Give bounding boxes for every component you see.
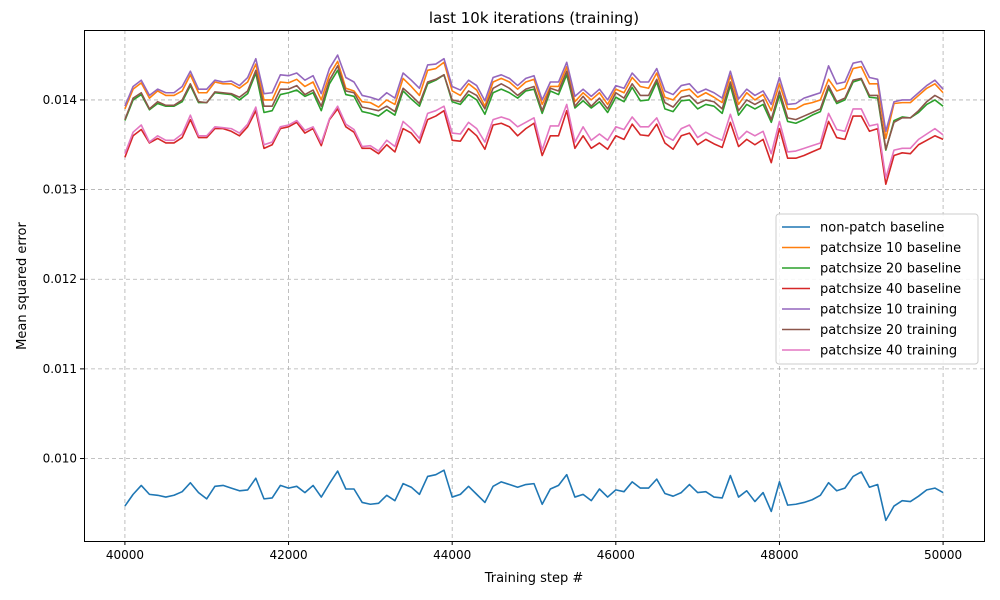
series-line-non-patch-baseline xyxy=(124,469,944,522)
x-tick-label: 44000 xyxy=(433,548,471,562)
legend-label-patchsize-40-training: patchsize 40 training xyxy=(820,344,957,359)
y-tick-label: 0.011 xyxy=(43,362,77,376)
y-tick-label: 0.013 xyxy=(43,183,77,197)
legend-label-patchsize-40-baseline: patchsize 40 baseline xyxy=(820,282,961,297)
series-line-patchsize-20-training xyxy=(124,65,944,151)
series-line-patchsize-20-baseline xyxy=(124,69,944,151)
x-tick-label: 40000 xyxy=(106,548,144,562)
legend-label-patchsize-10-training: patchsize 10 training xyxy=(820,303,957,318)
plot-frame xyxy=(84,30,985,542)
legend-label-patchsize-20-training: patchsize 20 training xyxy=(820,323,957,338)
y-tick-label: 0.014 xyxy=(43,93,77,107)
x-axis: 40000 42000 44000 46000 48000 50000 xyxy=(106,541,962,562)
legend-label-non-patch-baseline: non-patch baseline xyxy=(820,221,944,236)
x-tick-label: 50000 xyxy=(924,548,962,562)
x-tick-label: 46000 xyxy=(597,548,635,562)
legend-box xyxy=(775,213,979,365)
series-line-patchsize-40-training xyxy=(124,103,944,179)
x-axis-label: Training step # xyxy=(484,571,584,586)
x-tick-label: 48000 xyxy=(760,548,798,562)
series-line-patchsize-10-training xyxy=(124,54,944,133)
y-tick-label: 0.010 xyxy=(43,452,77,466)
legend: non-patch baseline patchsize 10 baseline p… xyxy=(775,213,979,365)
series-layer xyxy=(124,54,944,522)
chart-title: last 10k iterations (training) xyxy=(429,9,639,27)
legend-label-patchsize-10-baseline: patchsize 10 baseline xyxy=(820,241,961,256)
y-tick-label: 0.012 xyxy=(43,272,77,286)
series-line-patchsize-10-baseline xyxy=(124,60,944,140)
legend-label-patchsize-20-baseline: patchsize 20 baseline xyxy=(820,262,961,277)
y-axis: 0.010 0.011 0.012 0.013 0.014 xyxy=(43,93,84,466)
x-tick-label: 42000 xyxy=(269,548,307,562)
y-axis-label: Mean squared error xyxy=(15,222,30,350)
